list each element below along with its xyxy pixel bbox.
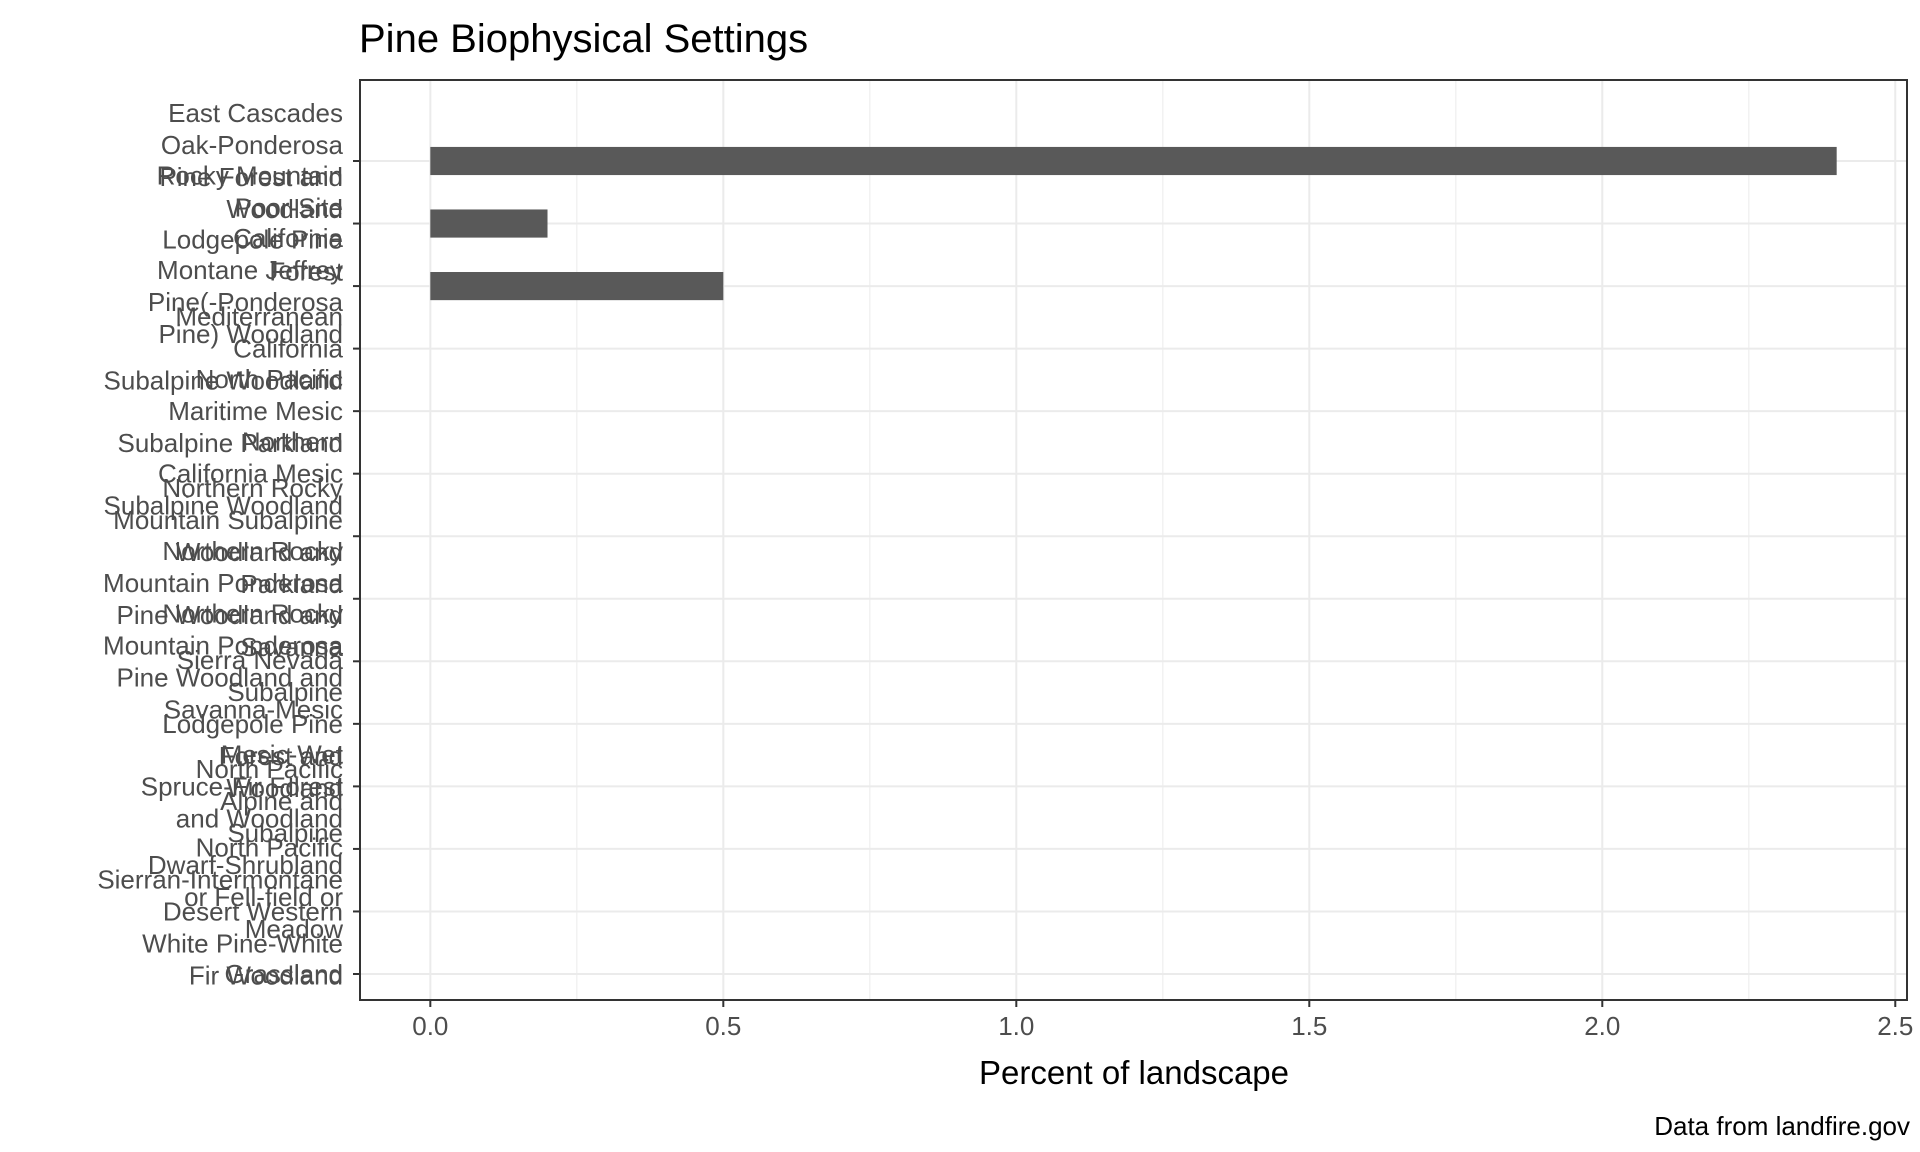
y-tick-label: Sierra Nevada Subalpine Lodgepole Pine Fore…	[162, 645, 343, 803]
y-tick-label: Grassland	[225, 959, 344, 989]
minor-gridlines	[576, 80, 1750, 1000]
y-tick-label: Mesic-Wet Spruce-Fir Forest and Woodland	[141, 739, 344, 833]
x-tick-label: 1.5	[1291, 1011, 1327, 1041]
y-tick-label: California Montane Jeffrey Pine(-Ponderosa…	[148, 223, 344, 349]
chart-caption: Data from landfire.gov	[1654, 1111, 1910, 1141]
bar	[430, 272, 724, 301]
y-tick-label: North Pacific Alpine and Subalpine Dwarf-Sh…	[148, 754, 343, 944]
y-tick-label: Northern Rocky Mountain Ponderosa Pine Woo…	[103, 598, 343, 724]
y-tick-label: Rocky Mountain Poor-Site Lodgepole Pine For…	[157, 161, 344, 287]
x-tick-label: 2.5	[1877, 1011, 1913, 1041]
bar	[430, 209, 548, 238]
y-tick-label: North Pacific Maritime Mesic Subalpine Par…	[118, 364, 344, 458]
x-tick-label: 0.5	[705, 1011, 741, 1041]
bars	[430, 146, 1837, 301]
panel-border	[359, 79, 1908, 1001]
major-gridlines	[360, 80, 1907, 1000]
y-tick-label: Northern Rocky Mountain Ponderosa Pine Woo…	[103, 536, 343, 662]
x-axis: 0.0 0.5 1.0 1.5 2.0 2.5	[412, 1000, 1913, 1041]
y-tick-label: East Cascades Oak-Ponderosa Pine Forest an…	[159, 98, 343, 224]
y-axis: East Cascades Oak-Ponderosa Pine Forest an…	[97, 98, 360, 990]
chart-title: Pine Biophysical Settings	[359, 17, 808, 61]
y-tick-label: Mediterranean California Subalpine Woodlan…	[104, 302, 344, 396]
y-tick-label: North Pacific Sierran-Intermontane Desert …	[97, 832, 343, 990]
x-tick-label: 0.0	[412, 1011, 448, 1041]
y-tick-label: Northern Rocky Mountain Subalpine Woodland…	[113, 473, 343, 599]
x-axis-title: Percent of landscape	[979, 1054, 1289, 1091]
x-tick-label: 1.0	[998, 1011, 1034, 1041]
bar	[430, 146, 1837, 176]
y-tick-label: Northern California Mesic Subalpine Woodla…	[104, 427, 343, 521]
x-tick-label: 2.0	[1584, 1011, 1620, 1041]
